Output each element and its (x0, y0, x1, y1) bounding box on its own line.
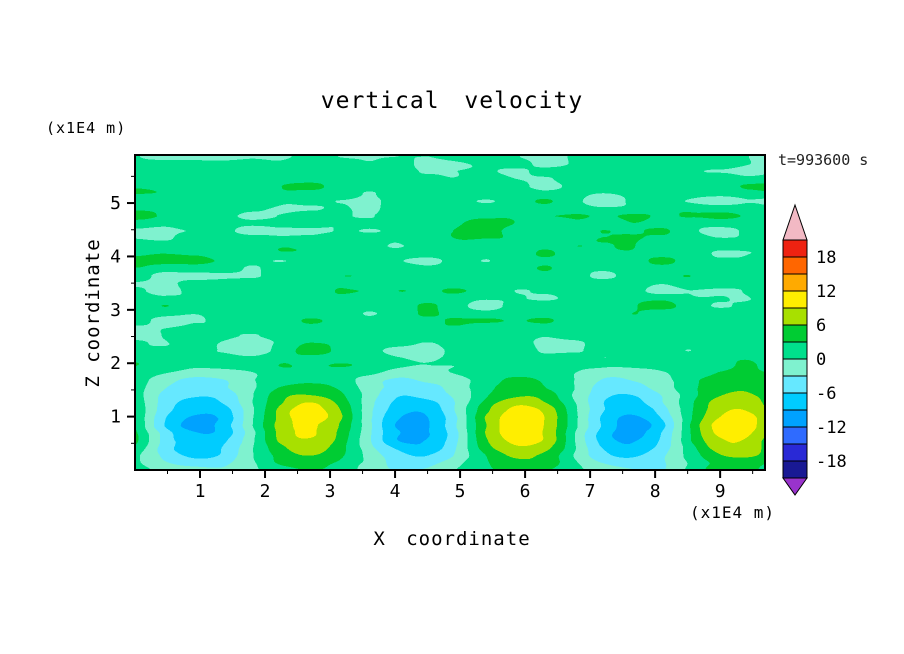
y-axis-tick-label: 4 (110, 246, 121, 267)
x-axis-tick-label: 8 (650, 481, 661, 502)
y-axis-tick-label: 2 (110, 353, 121, 374)
colorbar-tick-label: -6 (816, 384, 836, 404)
colorbar-tick-label: 12 (816, 282, 836, 302)
colorbar-band (782, 239, 808, 258)
y-axis-tick-label: 5 (110, 193, 121, 214)
colorbar-tick-label: 0 (816, 350, 826, 370)
colorbar-tick-label: 6 (816, 316, 826, 336)
x-axis-unit-label: (x1E4 m) (689, 503, 775, 522)
time-label: t=993600 s (778, 151, 869, 169)
colorbar-band (782, 290, 808, 309)
colorbar-band (782, 341, 808, 360)
x-axis-tick-label: 2 (260, 481, 271, 502)
colorbar-arrow-over (782, 203, 808, 241)
y-axis-tick-label: 3 (110, 300, 121, 321)
plot-title: vertical velocity (320, 88, 584, 114)
contour-field-canvas (135, 155, 765, 470)
x-axis-tick-label: 5 (455, 481, 466, 502)
colorbar-band (782, 409, 808, 428)
colorbar-band (782, 392, 808, 411)
x-axis-label: X coordinate (373, 528, 531, 550)
colorbar-band (782, 256, 808, 275)
x-axis-tick-label: 4 (390, 481, 401, 502)
colorbar-band (782, 358, 808, 377)
colorbar-band (782, 375, 808, 394)
x-axis-tick-label: 9 (715, 481, 726, 502)
colorbar-band (782, 307, 808, 326)
x-axis-tick-label: 7 (585, 481, 596, 502)
colorbar-tick-label: 18 (816, 248, 836, 268)
colorbar-band (782, 460, 808, 479)
colorbar: 18 12 6 0 -6 -12 -18 (782, 203, 847, 496)
y-axis-label: Z coordinate (82, 238, 104, 388)
colorbar-arrow-under (782, 477, 808, 496)
colorbar-tick-label: -12 (816, 418, 847, 438)
colorbar-band (782, 443, 808, 462)
y-axis-unit-label: (x1E4 m) (46, 119, 127, 137)
x-axis-tick-label: 1 (195, 481, 206, 502)
y-axis-tick-label: 1 (110, 407, 121, 428)
x-axis-tick-label: 6 (520, 481, 531, 502)
colorbar-band (782, 273, 808, 292)
x-axis-tick-label: 3 (325, 481, 336, 502)
colorbar-band (782, 426, 808, 445)
colorbar-tick-label: -18 (816, 452, 847, 472)
colorbar-band (782, 324, 808, 343)
